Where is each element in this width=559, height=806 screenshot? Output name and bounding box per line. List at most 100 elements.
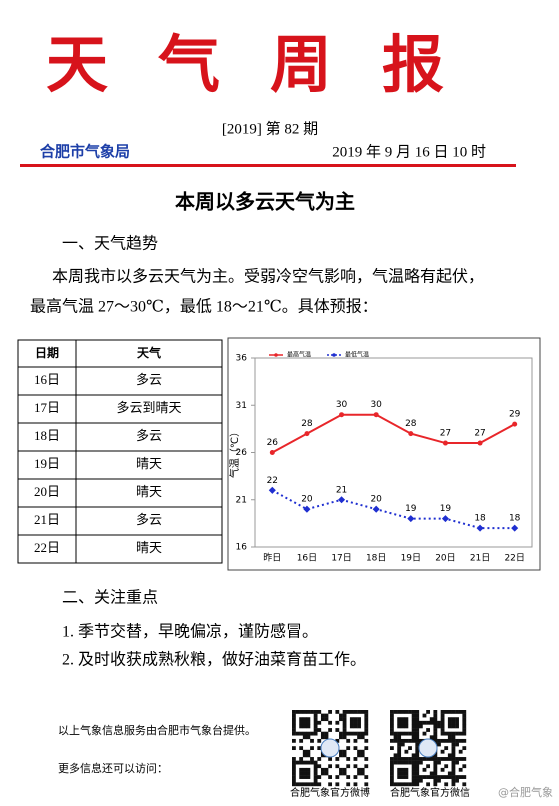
- qr-module: [390, 731, 394, 736]
- qr-module: [292, 775, 296, 779]
- qr-module: [437, 738, 441, 743]
- qr-module: [313, 778, 318, 783]
- section-heading: 一、天气趋势: [62, 234, 158, 253]
- table-cell: 晴天: [136, 484, 162, 499]
- qr-module: [342, 767, 347, 772]
- qr-module: [360, 749, 365, 754]
- qr-module: [458, 775, 463, 779]
- qr-module: [342, 731, 347, 736]
- qr-module: [462, 782, 467, 787]
- qr-module: [418, 757, 423, 761]
- point: [407, 515, 415, 523]
- qr-module: [364, 757, 369, 761]
- qr-module: [455, 742, 459, 747]
- qr-module: [433, 771, 438, 776]
- qr-module: [317, 775, 322, 779]
- qr-module: [437, 724, 441, 729]
- table-cell: 晴天: [136, 540, 162, 555]
- qr-module: [422, 775, 427, 779]
- qr-module: [433, 728, 438, 732]
- qr-module: [299, 767, 304, 772]
- table-cell: 多云: [136, 428, 162, 443]
- qr-module: [451, 731, 456, 736]
- point: [477, 440, 483, 446]
- table-cell: 多云到晴天: [116, 400, 181, 415]
- data-label: 29: [509, 410, 521, 420]
- qr-module: [313, 782, 318, 787]
- qr-module: [320, 753, 325, 758]
- data-label: 27: [474, 429, 485, 439]
- qr-module: [433, 731, 438, 736]
- qr-module: [310, 782, 314, 787]
- qr-module: [404, 775, 409, 779]
- point: [512, 421, 518, 427]
- point: [339, 412, 345, 418]
- qr-module: [349, 724, 354, 729]
- qr-module: [458, 710, 463, 714]
- qr-module: [302, 717, 307, 722]
- qr-module: [302, 724, 307, 729]
- qr-module: [415, 710, 420, 714]
- qr-module: [390, 724, 394, 729]
- qr-module: [433, 753, 438, 758]
- qr-module: [451, 782, 456, 787]
- point: [442, 440, 448, 446]
- table-cell: 21日: [34, 512, 60, 527]
- qr-module: [390, 738, 394, 743]
- point: [408, 431, 414, 437]
- section-heading: 二、关注重点: [62, 588, 158, 607]
- qr-module: [397, 767, 402, 772]
- qr-module: [397, 735, 402, 740]
- qr-module: [357, 717, 361, 722]
- qr-module: [292, 713, 296, 718]
- qr-module: [360, 731, 365, 736]
- x-tick-label: 19日: [401, 553, 421, 564]
- qr-module: [397, 757, 402, 761]
- qr-module: [411, 713, 416, 718]
- paragraph-line: 最高气温 27～30℃，最低 18～21℃。具体预报：: [30, 298, 378, 316]
- data-label: 19: [440, 504, 452, 514]
- qr-module: [447, 710, 452, 714]
- qr-module: [317, 728, 322, 732]
- qr-module: [408, 760, 412, 765]
- qr-module: [444, 731, 449, 736]
- qr-module: [299, 746, 304, 751]
- qr-module: [404, 724, 409, 729]
- qr-module: [400, 710, 405, 714]
- qr-module: [302, 753, 307, 758]
- point: [372, 505, 380, 513]
- qr-module: [317, 720, 322, 725]
- qr-module: [411, 753, 416, 758]
- qr-module: [462, 728, 467, 732]
- qr-module: [404, 771, 409, 776]
- qr-module: [418, 778, 423, 783]
- qr-module: [353, 764, 358, 769]
- qr-module: [317, 757, 322, 761]
- qr-logo: [320, 738, 340, 758]
- qr-module: [451, 775, 456, 779]
- qr-module: [451, 753, 456, 758]
- qr-module: [451, 767, 456, 772]
- qr-module: [339, 753, 343, 758]
- qr-module: [404, 749, 409, 754]
- qr-module: [390, 760, 394, 765]
- qr-module: [328, 757, 333, 761]
- data-label: 30: [370, 400, 382, 410]
- qr-module: [440, 717, 445, 722]
- data-label: 19: [405, 504, 417, 514]
- qr-module: [357, 735, 361, 740]
- qr-module: [455, 757, 459, 761]
- qr-module: [313, 717, 318, 722]
- qr-module: [400, 738, 405, 743]
- qr-module: [451, 749, 456, 754]
- qr-module: [429, 771, 434, 776]
- qr-module: [310, 760, 314, 765]
- qr-module: [400, 760, 405, 765]
- qr-module: [458, 738, 463, 743]
- qr-module: [313, 760, 318, 765]
- qr-module: [404, 731, 409, 736]
- qr-module: [433, 724, 438, 729]
- qr-module: [397, 731, 402, 736]
- point: [373, 412, 379, 418]
- qr-module: [320, 767, 325, 772]
